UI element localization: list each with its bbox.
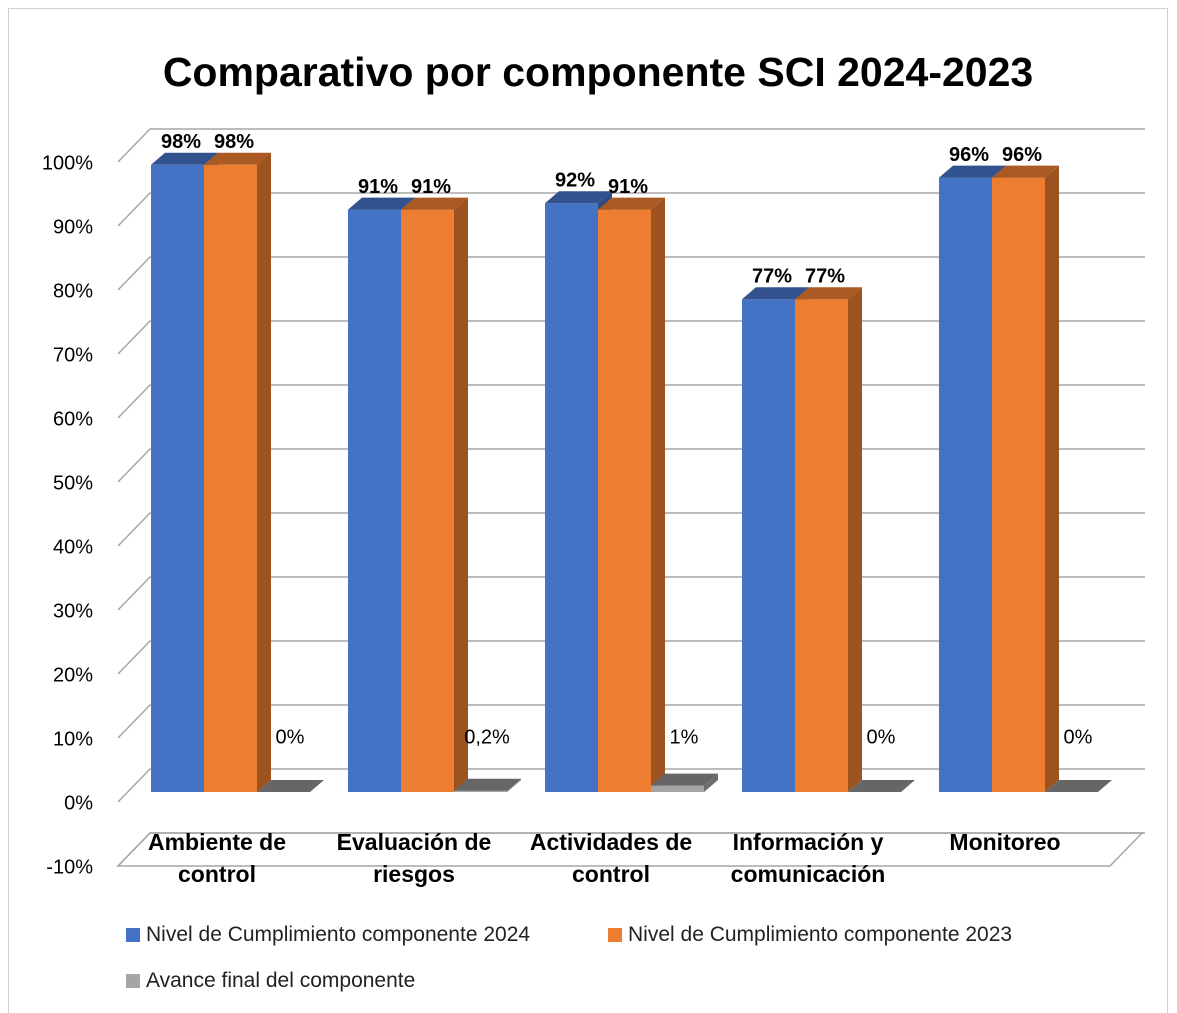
bar-top	[257, 780, 324, 792]
bar-side	[454, 197, 468, 793]
legend-label: Avance final del componente	[146, 969, 416, 992]
bar	[257, 780, 324, 792]
y-tick-label: 30%	[53, 600, 93, 622]
data-label: 92%	[555, 169, 595, 191]
data-label: 0%	[1064, 726, 1093, 748]
data-label: 91%	[411, 176, 451, 198]
bar	[848, 780, 915, 792]
bar-front	[992, 177, 1045, 793]
y-tick-label: 60%	[53, 408, 93, 430]
y-tick-label: 20%	[53, 664, 93, 686]
y-tick-label: -10%	[46, 856, 93, 878]
legend-label: Nivel de Cumplimiento componente 2023	[628, 923, 1013, 946]
bar-side	[651, 197, 665, 793]
y-tick-label: 10%	[53, 728, 93, 750]
bar-top	[795, 287, 862, 300]
bar	[401, 197, 468, 793]
bar-top	[545, 191, 612, 204]
bar	[204, 152, 271, 793]
bar-front	[939, 177, 992, 793]
bar-front	[204, 164, 257, 793]
data-label: 0%	[867, 726, 896, 748]
bar	[795, 287, 862, 792]
legend-item: Avance final del componente	[126, 969, 415, 993]
bar-top	[848, 780, 915, 792]
y-tick-label: 70%	[53, 344, 93, 366]
data-label: 0,2%	[464, 726, 510, 748]
x-tick-label: Monitoreo	[949, 829, 1061, 855]
bar-top	[454, 778, 521, 791]
legend-swatch	[608, 928, 622, 942]
bar	[1045, 780, 1112, 792]
data-label: 96%	[1002, 144, 1042, 166]
bar-top	[939, 165, 1006, 178]
floor	[116, 832, 1144, 867]
legend-item: Nivel de Cumplimiento componente 2023	[608, 923, 1012, 947]
y-tick-label: 50%	[53, 472, 93, 494]
y-tick-label: 80%	[53, 280, 93, 302]
bar-top	[204, 152, 271, 165]
y-tick-label: 90%	[53, 216, 93, 238]
bar-top	[151, 152, 218, 165]
data-label: 98%	[161, 131, 201, 153]
bar-front	[151, 164, 204, 793]
data-label: 1%	[670, 726, 699, 748]
bar-top	[348, 197, 415, 210]
bar-side	[507, 778, 521, 792]
legend-swatch	[126, 974, 140, 988]
data-label: 96%	[949, 144, 989, 166]
data-label: 98%	[214, 131, 254, 153]
data-label: 77%	[752, 265, 792, 287]
x-tick-label: Información y comunicación	[730, 829, 886, 887]
data-label: 77%	[805, 265, 845, 287]
grid-line	[117, 256, 1145, 291]
x-tick-label: Ambiente de control	[147, 829, 287, 887]
chart-title: Comparativo por componente SCI 2024-2023	[163, 49, 1033, 95]
y-tick-label: 0%	[64, 792, 93, 814]
x-tick-label: Evaluación de riesgos	[336, 829, 492, 887]
bar-front	[651, 785, 704, 792]
bar	[651, 773, 718, 792]
bar-top	[598, 197, 665, 210]
bar	[992, 165, 1059, 793]
bar-front	[348, 209, 401, 793]
bar-top	[742, 287, 809, 300]
data-label: 91%	[608, 176, 648, 198]
chart-frame	[8, 8, 1168, 1013]
legend-item: Nivel de Cumplimiento componente 2024	[126, 923, 530, 947]
bar-side	[848, 287, 862, 792]
y-tick-label: 100%	[42, 152, 93, 174]
bar-front	[454, 790, 507, 792]
grid-line	[117, 192, 1145, 227]
bar-front	[401, 209, 454, 793]
bar-front	[545, 203, 598, 792]
bar	[454, 778, 521, 792]
bar-top	[1045, 780, 1112, 792]
data-label: 0%	[276, 726, 305, 748]
legend-label: Nivel de Cumplimiento componente 2024	[146, 923, 531, 946]
y-tick-label: 40%	[53, 536, 93, 558]
grid-line	[117, 128, 1145, 163]
legend-swatch	[126, 928, 140, 942]
bar-top	[401, 197, 468, 210]
bar-side	[1045, 165, 1059, 793]
bar-top	[651, 773, 718, 786]
x-tick-label: Actividades de control	[529, 829, 693, 887]
bar-front	[742, 299, 795, 792]
bar-side	[257, 152, 271, 793]
bar-front	[598, 209, 651, 793]
bar-front	[795, 299, 848, 792]
bar-top	[992, 165, 1059, 178]
bar	[598, 197, 665, 793]
bar-side	[704, 773, 718, 792]
data-label: 91%	[358, 176, 398, 198]
